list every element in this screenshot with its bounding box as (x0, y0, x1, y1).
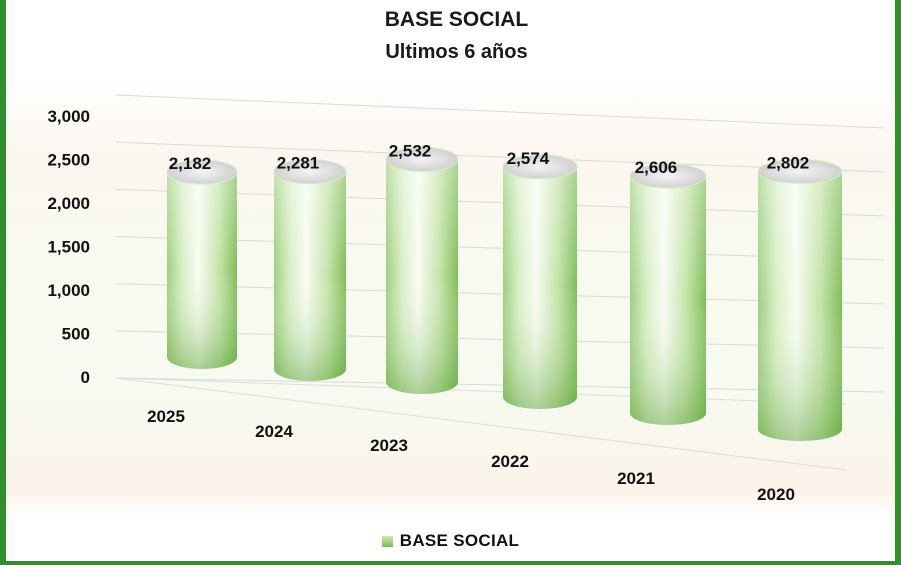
floor-line-front (115, 377, 847, 471)
gridline (115, 330, 885, 349)
y-tick-label: 3,000 (47, 107, 90, 126)
bar-2024 (273, 159, 347, 381)
legend-label: BASE SOCIAL (399, 531, 520, 550)
x-tick-label: 2021 (617, 469, 655, 488)
gridline (115, 377, 885, 393)
data-label: 2,574 (507, 149, 550, 168)
x-tick-label: 2022 (491, 452, 529, 471)
x-tick-label: 2024 (255, 422, 293, 441)
gridline (115, 141, 885, 173)
bar-2020 (757, 158, 843, 442)
gridline (115, 283, 885, 305)
x-axis: 2025 2024 2023 2022 2021 2020 (147, 407, 795, 504)
data-label: 2,182 (169, 154, 212, 173)
x-tick-label: 2020 (757, 485, 795, 504)
chart-title: BASE SOCIAL (384, 8, 529, 31)
gridline (115, 94, 885, 129)
floor-line-back (115, 377, 847, 405)
y-axis: 0 500 1,000 1,500 2,000 2,500 3,000 (47, 107, 90, 387)
legend: BASE SOCIAL (0, 531, 901, 551)
y-tick-label: 500 (62, 325, 90, 344)
x-tick-label: 2025 (147, 407, 185, 426)
x-tick-label: 2023 (370, 436, 408, 455)
bar-2023 (385, 146, 459, 394)
bars (166, 146, 843, 442)
data-label: 2,606 (635, 158, 678, 177)
gridline (115, 188, 885, 217)
data-label: 2,802 (767, 153, 810, 172)
grid-lines (115, 94, 885, 471)
bar-2021 (629, 163, 707, 425)
chart-subtitle: Ultimos 6 años (385, 41, 528, 63)
gridline (115, 236, 885, 261)
data-labels: 2,182 2,281 2,532 2,574 2,606 2,802 (169, 141, 810, 177)
bar-2025 (166, 159, 238, 369)
legend-swatch (381, 535, 393, 547)
y-tick-label: 2,000 (47, 194, 90, 213)
y-tick-label: 1,500 (47, 238, 90, 257)
y-tick-label: 0 (81, 368, 90, 387)
data-label: 2,281 (277, 154, 320, 173)
data-label: 2,532 (389, 141, 432, 160)
bar-2022 (502, 154, 578, 409)
y-tick-label: 1,000 (47, 281, 90, 300)
y-tick-label: 2,500 (47, 151, 90, 170)
